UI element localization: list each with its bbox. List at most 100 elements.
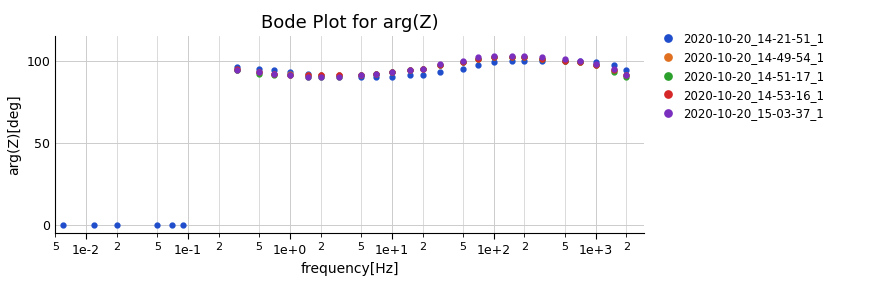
2020-10-20_14-21-51_1 — [302, 72, 313, 75]
2020-10-20_14-51-17_1 — [488, 55, 499, 59]
2020-10-20_15-03-37_1 — [620, 74, 631, 77]
2020-10-20_14-21-51_1 — [506, 59, 517, 62]
2020-10-20_14-53-16_1 — [488, 55, 499, 59]
Title: Bode Plot for arg(Z): Bode Plot for arg(Z) — [261, 13, 438, 32]
2020-10-20_14-21-51_1 — [488, 60, 499, 64]
2020-10-20_14-53-16_1 — [315, 74, 325, 77]
2020-10-20_14-53-16_1 — [333, 74, 343, 77]
2020-10-20_14-51-17_1 — [417, 67, 427, 71]
2020-10-20_15-03-37_1 — [472, 55, 483, 59]
2020-10-20_14-21-51_1 — [231, 65, 241, 69]
2020-10-20_14-51-17_1 — [608, 70, 619, 74]
2020-10-20_15-03-37_1 — [457, 59, 468, 62]
2020-10-20_15-03-37_1 — [315, 75, 325, 79]
2020-10-20_15-03-37_1 — [488, 54, 499, 57]
2020-10-20_14-53-16_1 — [472, 57, 483, 61]
Y-axis label: arg(Z)[deg]: arg(Z)[deg] — [7, 94, 21, 175]
2020-10-20_14-51-17_1 — [472, 57, 483, 61]
2020-10-20_14-21-51_1 — [284, 70, 295, 74]
2020-10-20_14-53-16_1 — [404, 68, 415, 72]
2020-10-20_14-49-54_1 — [472, 57, 483, 61]
2020-10-20_14-21-51_1 — [434, 70, 445, 74]
2020-10-20_14-53-16_1 — [574, 60, 585, 64]
2020-10-20_14-53-16_1 — [559, 59, 569, 62]
2020-10-20_14-53-16_1 — [620, 74, 631, 77]
2020-10-20_14-21-51_1 — [472, 64, 483, 67]
2020-10-20_15-03-37_1 — [404, 68, 415, 72]
2020-10-20_14-21-51_1 — [519, 59, 529, 62]
2020-10-20_14-49-54_1 — [620, 74, 631, 77]
2020-10-20_14-49-54_1 — [355, 74, 366, 77]
2020-10-20_14-49-54_1 — [302, 74, 313, 77]
2020-10-20_14-49-54_1 — [590, 64, 601, 67]
2020-10-20_14-49-54_1 — [315, 74, 325, 77]
2020-10-20_14-53-16_1 — [302, 74, 313, 77]
2020-10-20_14-49-54_1 — [608, 68, 619, 72]
2020-10-20_14-51-17_1 — [457, 60, 468, 64]
2020-10-20_14-21-51_1 — [268, 68, 279, 72]
2020-10-20_14-49-54_1 — [488, 55, 499, 59]
2020-10-20_15-03-37_1 — [536, 55, 547, 59]
2020-10-20_15-03-37_1 — [355, 74, 366, 77]
2020-10-20_14-51-17_1 — [302, 75, 313, 79]
2020-10-20_14-51-17_1 — [559, 59, 569, 62]
2020-10-20_14-53-16_1 — [386, 70, 397, 74]
2020-10-20_14-49-54_1 — [231, 68, 241, 72]
2020-10-20_15-03-37_1 — [519, 54, 529, 57]
2020-10-20_14-21-51_1 — [574, 59, 585, 62]
2020-10-20_14-49-54_1 — [404, 68, 415, 72]
2020-10-20_15-03-37_1 — [333, 75, 343, 79]
2020-10-20_15-03-37_1 — [370, 72, 381, 75]
2020-10-20_14-51-17_1 — [284, 74, 295, 77]
2020-10-20_14-53-16_1 — [457, 60, 468, 64]
2020-10-20_15-03-37_1 — [302, 75, 313, 79]
2020-10-20_14-21-51_1 — [417, 74, 427, 77]
2020-10-20_14-49-54_1 — [506, 55, 517, 59]
2020-10-20_14-49-54_1 — [457, 60, 468, 64]
2020-10-20_14-53-16_1 — [434, 64, 445, 67]
Line: 2020-10-20_14-51-17_1: 2020-10-20_14-51-17_1 — [234, 55, 628, 80]
2020-10-20_14-51-17_1 — [370, 72, 381, 75]
2020-10-20_15-03-37_1 — [254, 70, 265, 74]
2020-10-20_14-21-51_1 — [457, 67, 468, 71]
2020-10-20_14-51-17_1 — [386, 70, 397, 74]
2020-10-20_14-49-54_1 — [519, 55, 529, 59]
2020-10-20_15-03-37_1 — [574, 59, 585, 62]
2020-10-20_15-03-37_1 — [559, 57, 569, 61]
2020-10-20_14-53-16_1 — [608, 68, 619, 72]
2020-10-20_15-03-37_1 — [386, 70, 397, 74]
2020-10-20_14-53-16_1 — [284, 74, 295, 77]
2020-10-20_14-49-54_1 — [254, 70, 265, 74]
2020-10-20_14-21-51_1 — [608, 64, 619, 67]
2020-10-20_14-53-16_1 — [590, 64, 601, 67]
2020-10-20_14-53-16_1 — [355, 74, 366, 77]
2020-10-20_14-53-16_1 — [417, 67, 427, 71]
2020-10-20_14-49-54_1 — [268, 72, 279, 75]
2020-10-20_14-49-54_1 — [574, 60, 585, 64]
2020-10-20_14-53-16_1 — [268, 72, 279, 75]
2020-10-20_14-51-17_1 — [536, 57, 547, 61]
2020-10-20_14-21-51_1 — [355, 75, 366, 79]
Legend: 2020-10-20_14-21-51_1, 2020-10-20_14-49-54_1, 2020-10-20_14-51-17_1, 2020-10-20_: 2020-10-20_14-21-51_1, 2020-10-20_14-49-… — [655, 32, 823, 120]
2020-10-20_14-53-16_1 — [506, 55, 517, 59]
Line: 2020-10-20_14-21-51_1: 2020-10-20_14-21-51_1 — [234, 58, 628, 80]
Line: 2020-10-20_15-03-37_1: 2020-10-20_15-03-37_1 — [234, 53, 628, 80]
2020-10-20_14-21-51_1 — [370, 75, 381, 79]
2020-10-20_14-21-51_1 — [254, 67, 265, 71]
2020-10-20_14-21-51_1 — [620, 68, 631, 72]
Line: 2020-10-20_14-49-54_1: 2020-10-20_14-49-54_1 — [234, 55, 628, 78]
2020-10-20_14-21-51_1 — [315, 74, 325, 77]
2020-10-20_15-03-37_1 — [231, 68, 241, 72]
2020-10-20_14-21-51_1 — [386, 75, 397, 79]
2020-10-20_14-51-17_1 — [404, 68, 415, 72]
2020-10-20_14-51-17_1 — [574, 60, 585, 64]
2020-10-20_14-21-51_1 — [559, 59, 569, 62]
2020-10-20_14-49-54_1 — [417, 67, 427, 71]
2020-10-20_14-53-16_1 — [254, 70, 265, 74]
2020-10-20_14-49-54_1 — [434, 64, 445, 67]
2020-10-20_14-49-54_1 — [536, 57, 547, 61]
2020-10-20_14-53-16_1 — [370, 72, 381, 75]
2020-10-20_14-51-17_1 — [434, 64, 445, 67]
2020-10-20_14-51-17_1 — [519, 55, 529, 59]
2020-10-20_14-49-54_1 — [559, 59, 569, 62]
